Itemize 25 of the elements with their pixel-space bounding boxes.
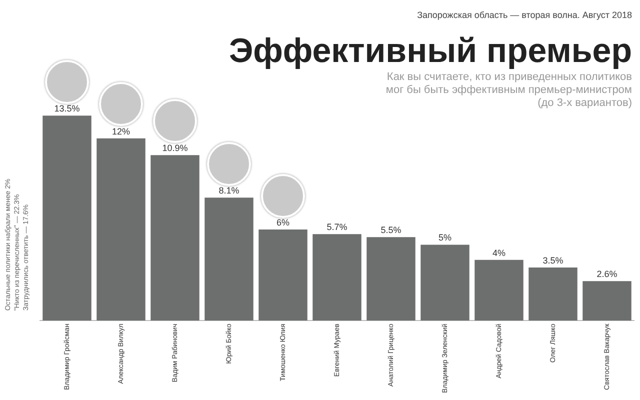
bar (258, 230, 308, 321)
bar (474, 260, 524, 321)
text: Запорожская область — вторая волна. Август 2018 (417, 10, 632, 20)
bar (96, 138, 146, 321)
data-label: 6% (276, 218, 290, 228)
bar (366, 237, 416, 321)
data-label: 10.9% (162, 143, 188, 154)
chart-title: Эффективный премьер (228, 32, 632, 70)
bar (312, 234, 362, 321)
bar (528, 268, 578, 321)
data-label: 8.1% (218, 186, 240, 196)
data-label: 3.5% (542, 256, 564, 266)
bar (420, 244, 470, 321)
bar (582, 281, 632, 321)
data-label: 5% (438, 232, 452, 243)
data-label: 13.5% (54, 104, 80, 114)
data-label: 4% (492, 248, 506, 258)
bar (42, 116, 92, 321)
chart-subtitle: Как вы считаете, кто из приведенных политиков мог бы быть эффективным премьер-министром (до 3-х вариантов) (386, 71, 632, 109)
data-label: 5.7% (326, 222, 348, 232)
data-label: 5.5% (380, 225, 402, 236)
bar (150, 155, 200, 321)
data-label: 2.6% (596, 269, 618, 280)
bar (204, 198, 254, 321)
data-label: 12% (112, 126, 130, 136)
